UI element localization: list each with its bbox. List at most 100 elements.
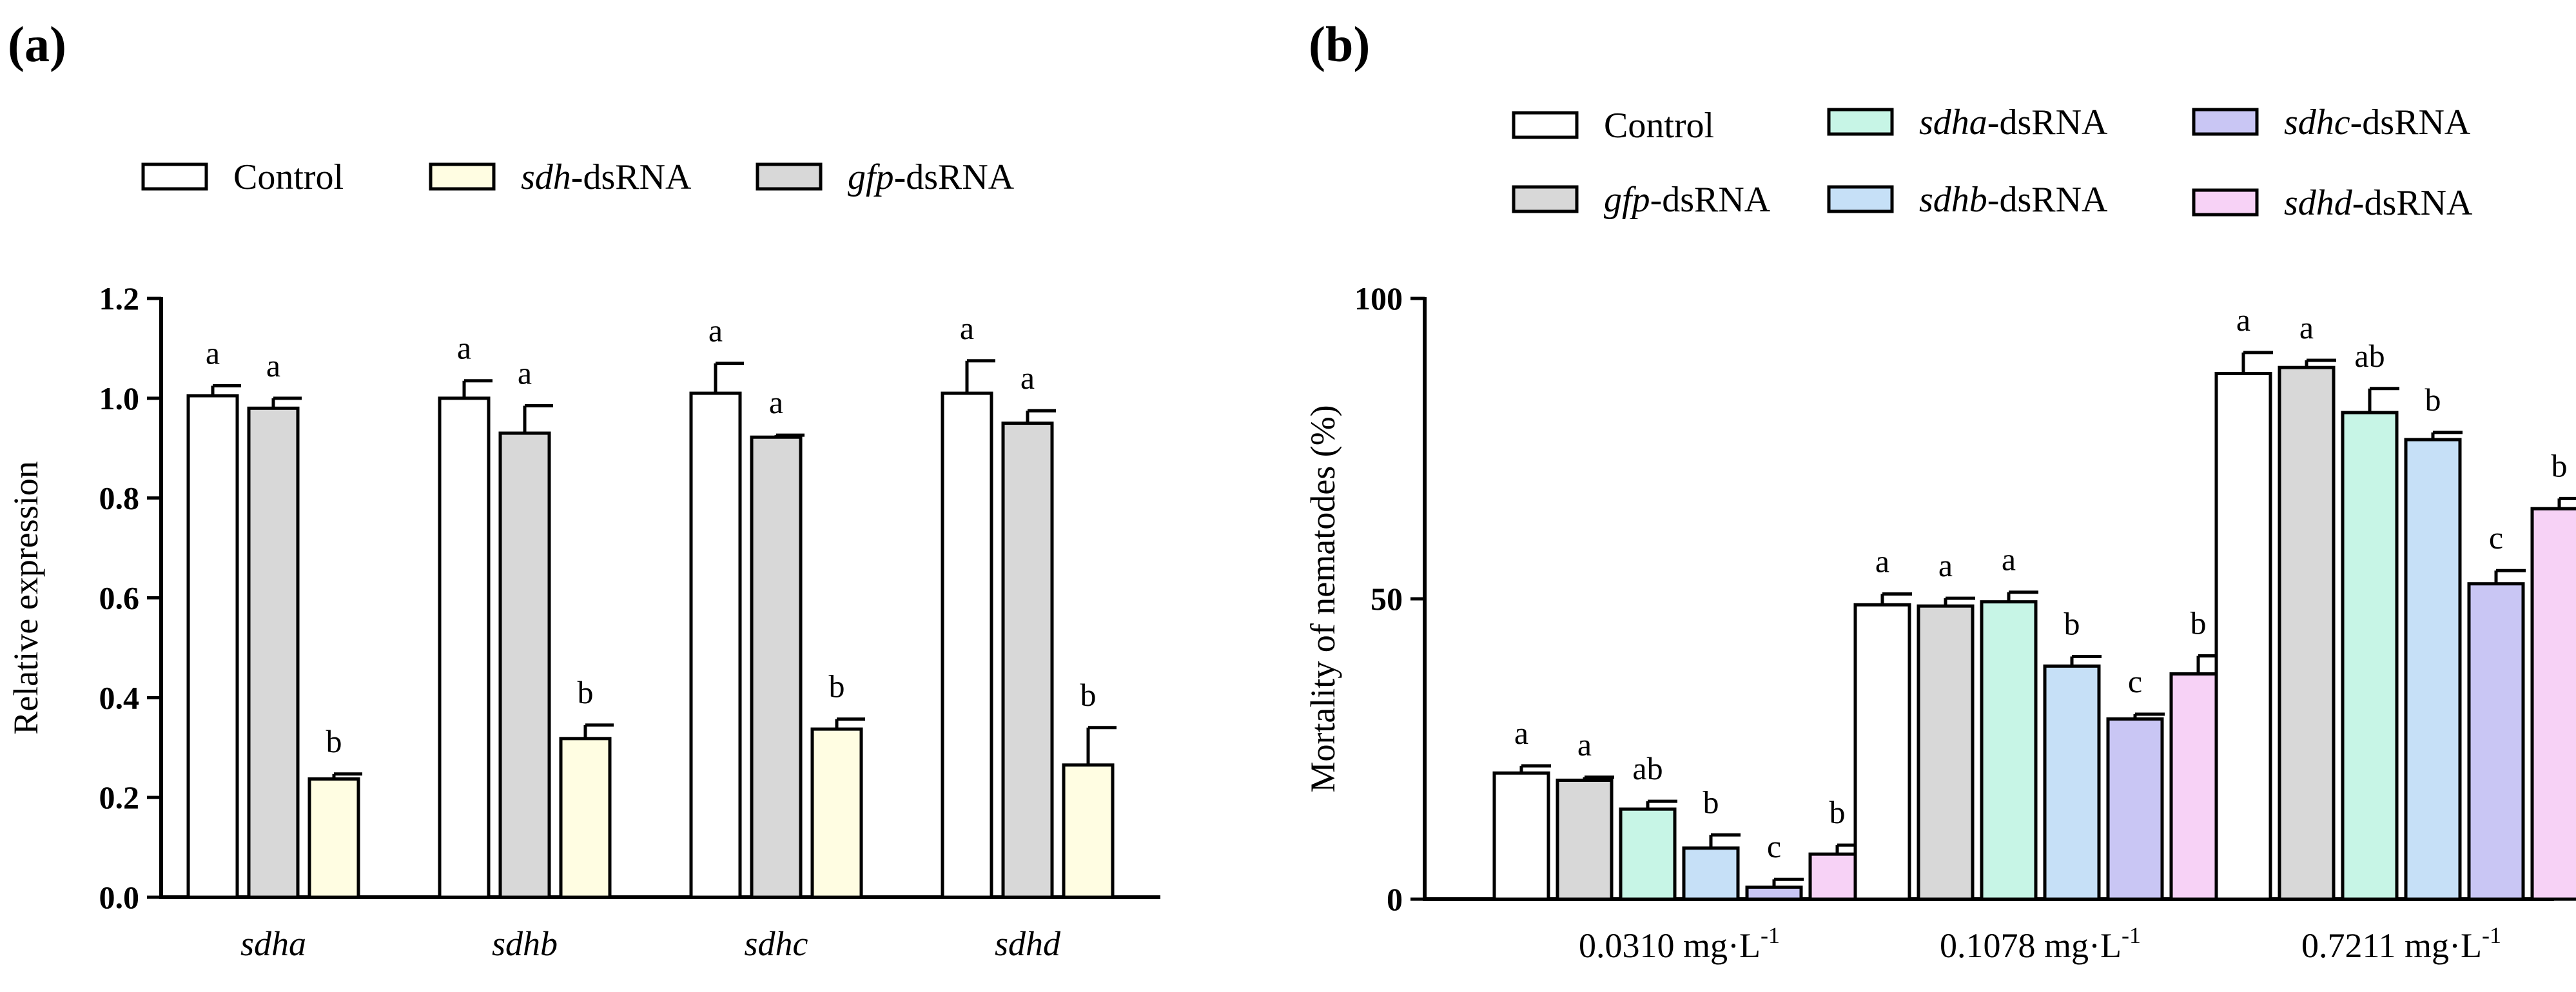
significance-label: a xyxy=(1514,715,1528,751)
significance-label: a xyxy=(960,310,974,346)
significance-label: c xyxy=(2489,520,2503,556)
legend-label-sdhb: sdhb-dsRNA xyxy=(1919,180,2108,220)
significance-label: b xyxy=(1080,677,1097,713)
y-tick-label: 0 xyxy=(1387,881,1403,917)
significance-label: b xyxy=(829,668,845,705)
significance-label: a xyxy=(518,355,532,391)
legend-label-gfp: gfp-dsRNA xyxy=(848,157,1015,197)
legend-label-control: Control xyxy=(233,157,344,197)
bar-gfp xyxy=(247,406,300,899)
y-tick-label: 50 xyxy=(1371,581,1403,617)
y-tick-label: 1.0 xyxy=(99,380,140,416)
bar-sdhd xyxy=(2530,507,2576,901)
legend-swatch-sdha xyxy=(1827,108,1894,136)
bar-sdhb xyxy=(2404,438,2462,901)
bar-control xyxy=(689,391,742,899)
y-tick-label: 0.2 xyxy=(99,779,140,815)
bar-sdh xyxy=(1062,763,1115,899)
y-tick-label: 1.2 xyxy=(99,280,140,316)
legend-swatch-control xyxy=(1512,111,1579,139)
legend-swatch-gfp xyxy=(1512,185,1579,213)
legend-label-sdh: sdh-dsRNA xyxy=(521,157,692,197)
significance-label: a xyxy=(769,384,783,420)
y-tick-label: 0.4 xyxy=(99,679,140,715)
significance-label: a xyxy=(2236,302,2250,338)
legend-swatch-sdhd xyxy=(2192,188,2259,217)
legend-label-sdhd: sdhd-dsRNA xyxy=(2284,183,2473,223)
significance-label: a xyxy=(266,347,280,384)
bar-sdhc xyxy=(2467,582,2525,901)
significance-label: c xyxy=(2128,663,2142,699)
bar-control xyxy=(186,394,239,899)
significance-label: b xyxy=(2064,605,2080,641)
legend-swatch-control xyxy=(141,162,208,191)
significance-label: a xyxy=(1577,726,1592,763)
significance-label: b xyxy=(2191,605,2207,641)
bar-control xyxy=(941,391,993,899)
y-tick-label: 0.0 xyxy=(99,879,140,915)
y-tick-label: 0.6 xyxy=(99,580,140,616)
legend-label-sdhc: sdhc-dsRNA xyxy=(2284,102,2471,142)
bar-sdhc xyxy=(1745,885,1803,901)
significance-label: a xyxy=(457,330,471,366)
bar-sdhc xyxy=(2106,717,2164,901)
significance-label: ab xyxy=(1632,750,1663,786)
legend-swatch-sdhc xyxy=(2192,108,2259,136)
bar-gfp xyxy=(2278,365,2336,901)
y-axis-label: Relative expression xyxy=(6,461,45,734)
y-tick-label: 100 xyxy=(1354,280,1403,316)
significance-label: a xyxy=(1875,543,1889,579)
legend-label-sdha: sdha-dsRNA xyxy=(1919,102,2108,142)
x-category-label: 0.0310 mg·L-1 xyxy=(1579,922,1780,965)
bar-sdh xyxy=(307,777,360,899)
panel-b-label: (b) xyxy=(1309,16,1370,72)
bar-gfp xyxy=(1556,778,1614,901)
bar-gfp xyxy=(750,435,803,899)
significance-label: c xyxy=(1767,828,1781,864)
significance-label: a xyxy=(2002,541,2016,578)
bar-sdha xyxy=(1619,807,1677,901)
legend-swatch-sdhb xyxy=(1827,185,1894,213)
bar-sdha xyxy=(2341,411,2399,901)
x-category-label: 0.7211 mg·L-1 xyxy=(2301,922,2501,965)
significance-label: a xyxy=(2299,309,2314,345)
significance-label: a xyxy=(206,335,220,371)
legend-label-gfp: gfp-dsRNA xyxy=(1604,180,1771,220)
x-category-label: sdhb xyxy=(492,924,558,963)
x-category-label: sdha xyxy=(240,924,306,963)
significance-label: b xyxy=(1830,794,1846,830)
legend-swatch-sdh xyxy=(429,162,496,191)
bar-gfp xyxy=(1917,604,1975,901)
bar-sdh xyxy=(559,737,612,899)
significance-label: a xyxy=(1938,547,1953,583)
significance-label: a xyxy=(1020,360,1035,396)
legend-label-control: Control xyxy=(1604,106,1714,146)
legend-swatch-gfp xyxy=(756,162,823,191)
significance-label: b xyxy=(578,674,594,710)
y-tick-label: 0.8 xyxy=(99,480,140,516)
panel-a-label: (a) xyxy=(8,16,66,72)
bar-gfp xyxy=(498,431,551,899)
bar-sdh xyxy=(810,727,863,899)
significance-label: b xyxy=(2425,382,2441,418)
significance-label: ab xyxy=(2354,338,2385,374)
bar-control xyxy=(1492,771,1550,901)
bar-control xyxy=(1853,603,1911,901)
significance-label: b xyxy=(1703,784,1719,820)
significance-label: a xyxy=(708,313,723,349)
x-category-label: 0.1078 mg·L-1 xyxy=(1940,922,2141,965)
significance-label: b xyxy=(326,723,342,759)
bar-gfp xyxy=(1001,422,1054,899)
bar-sdha xyxy=(1980,600,2038,901)
bar-control xyxy=(438,396,491,899)
y-axis-label: Mortality of nematodes (%) xyxy=(1303,405,1342,792)
chart-relative-expression: 0.0 0.2 0.4 0.6 0.8 1.0 1.2 Relative expression… xyxy=(6,157,1160,963)
bar-control xyxy=(2214,372,2272,901)
bar-sdhb xyxy=(1682,846,1740,901)
bar-sdhb xyxy=(2043,664,2101,901)
significance-label: b xyxy=(2552,447,2568,483)
x-category-label: sdhc xyxy=(745,924,808,963)
x-category-label: sdhd xyxy=(995,924,1061,963)
